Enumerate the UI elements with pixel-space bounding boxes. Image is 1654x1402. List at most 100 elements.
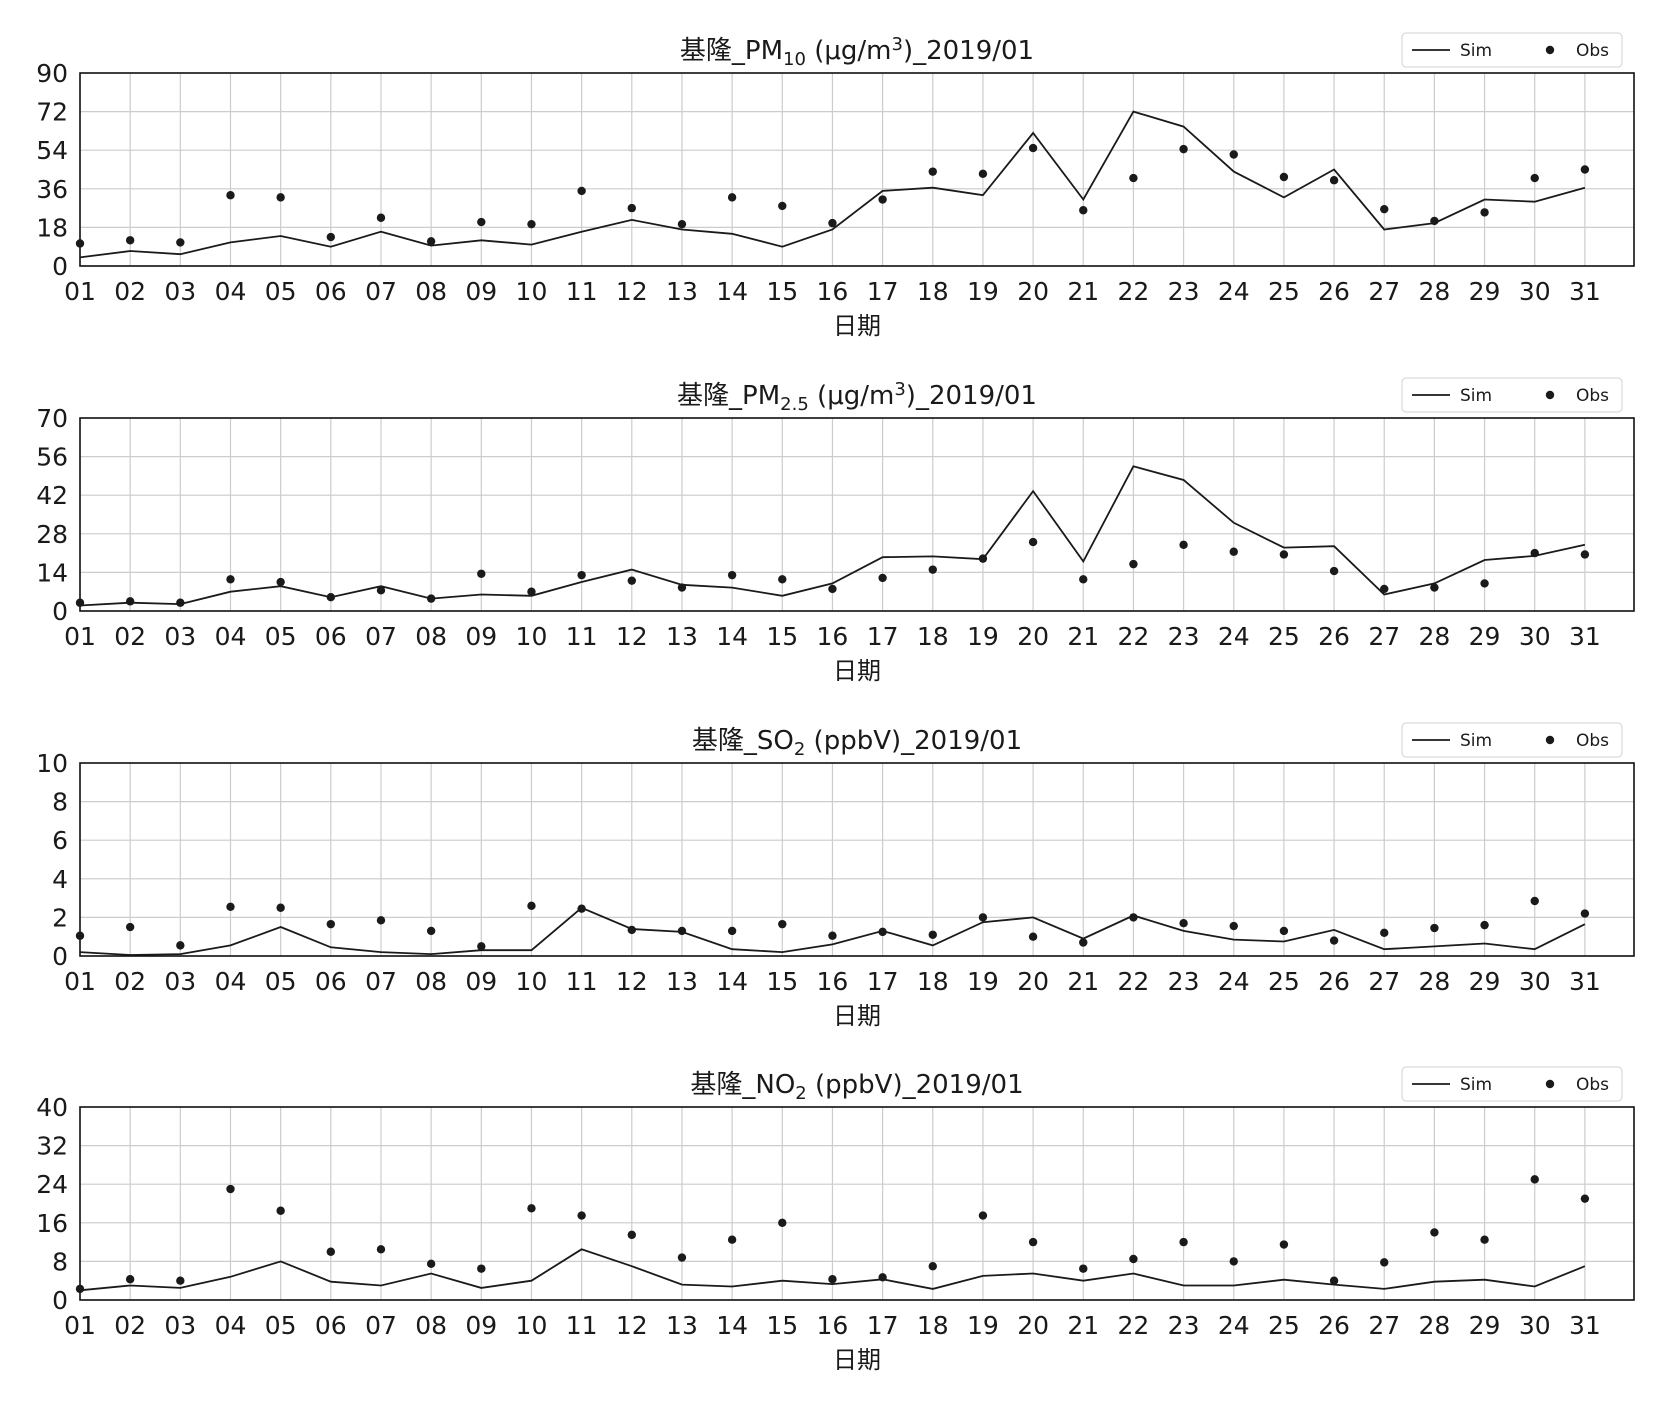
- data-point-obs: [1480, 208, 1489, 217]
- x-tick-label: 09: [465, 622, 497, 651]
- x-tick-label: 30: [1519, 622, 1551, 651]
- x-tick-label: 23: [1168, 277, 1200, 306]
- x-tick-label: 17: [867, 1311, 899, 1340]
- x-tick-label: 14: [716, 1311, 748, 1340]
- data-point-obs: [677, 926, 687, 936]
- x-tick-label: 04: [215, 622, 247, 651]
- x-tick-label: 24: [1218, 967, 1250, 996]
- y-tick-label: 2: [52, 903, 68, 932]
- data-point-obs: [276, 1206, 285, 1215]
- x-tick-label: 28: [1418, 277, 1450, 306]
- x-tick-label: 06: [315, 622, 347, 651]
- chart-title: 基隆_PM10 (μg/m3)_2019/01: [680, 34, 1034, 70]
- legend: Sim Obs: [1401, 32, 1623, 68]
- legend-box: [1401, 1066, 1623, 1102]
- x-tick-label: 30: [1519, 277, 1551, 306]
- x-tick-label: 28: [1418, 967, 1450, 996]
- data-point-obs: [527, 901, 536, 911]
- x-tick-label: 14: [716, 967, 748, 996]
- y-tick-label: 72: [36, 98, 68, 127]
- legend-box: [1401, 722, 1623, 758]
- data-point-obs: [1229, 921, 1238, 931]
- data-point-obs: [426, 594, 436, 603]
- x-tick-label: 04: [215, 277, 247, 306]
- x-tick-label: 22: [1118, 967, 1150, 996]
- data-point-obs: [1079, 938, 1088, 947]
- x-tick-label: 20: [1017, 1311, 1049, 1340]
- chart-panel-2: 基隆_PM2.5 (μg/m3)_2019/01 0 14 28 42 56 70 01 02 0…: [36, 377, 1635, 685]
- x-tick-label: 15: [766, 1311, 798, 1340]
- data-point-obs: [376, 213, 386, 222]
- data-point-obs: [1079, 1264, 1088, 1273]
- data-point-obs: [928, 167, 937, 176]
- title-superscript: 3: [894, 379, 905, 400]
- x-tick-label: 20: [1017, 622, 1049, 651]
- x-tick-label: 10: [516, 967, 548, 996]
- legend-obs-label: Obs: [1576, 1075, 1609, 1095]
- y-tick-label: 54: [36, 136, 68, 165]
- data-point-obs: [1279, 1240, 1289, 1249]
- x-tick-label: 07: [365, 622, 397, 651]
- data-point-obs: [1329, 936, 1339, 945]
- x-tick-label: 08: [415, 622, 447, 651]
- x-tick-label: 13: [666, 622, 698, 651]
- y-tick-label: 16: [36, 1209, 68, 1238]
- x-tick-label: 16: [817, 622, 849, 651]
- y-tick-label: 8: [52, 1247, 68, 1276]
- x-tick-label: 23: [1168, 967, 1200, 996]
- x-tick-label: 26: [1318, 622, 1350, 651]
- data-point-obs: [677, 1253, 687, 1262]
- x-tick-label: 07: [365, 967, 397, 996]
- legend: Sim Obs: [1401, 722, 1623, 758]
- x-tick-label: 31: [1569, 277, 1601, 306]
- title-part: )_2019/01: [903, 36, 1034, 66]
- data-point-obs: [1580, 909, 1590, 918]
- data-point-obs: [527, 219, 536, 229]
- data-point-obs: [1530, 548, 1539, 558]
- x-tick-label: 03: [164, 277, 196, 306]
- x-tick-label: 28: [1418, 1311, 1450, 1340]
- data-point-obs: [627, 1230, 636, 1240]
- x-tick-label: 11: [566, 1311, 598, 1340]
- data-point-obs: [326, 593, 336, 602]
- x-tick-label: 22: [1118, 1311, 1150, 1340]
- x-tick-label: 21: [1067, 277, 1099, 306]
- data-point-obs: [1580, 550, 1590, 559]
- x-tick-label: 16: [817, 277, 849, 306]
- data-point-obs: [477, 942, 486, 951]
- data-point-obs: [75, 1284, 85, 1294]
- data-point-obs: [1329, 566, 1339, 576]
- y-tick-label: 8: [52, 788, 68, 817]
- data-point-obs: [627, 203, 636, 213]
- data-point-obs: [1229, 150, 1238, 159]
- plot-frame: [79, 72, 1635, 267]
- x-tick-label: 14: [716, 277, 748, 306]
- x-tick-label: 17: [867, 622, 899, 651]
- data-point-obs: [627, 576, 636, 585]
- x-tick-label: 11: [566, 967, 598, 996]
- x-tick-label: 03: [164, 622, 196, 651]
- data-point-obs: [1279, 172, 1289, 182]
- data-point-obs: [326, 1247, 336, 1256]
- x-tick-label: 05: [265, 1311, 297, 1340]
- x-tick-label: 12: [616, 1311, 648, 1340]
- x-tick-label: 29: [1469, 277, 1501, 306]
- title-superscript: 3: [891, 34, 902, 55]
- x-tick-label: 06: [315, 967, 347, 996]
- x-tick-label: 13: [666, 1311, 698, 1340]
- title-part: 基隆_PM: [677, 381, 780, 411]
- data-point-obs: [477, 1264, 486, 1273]
- data-point-obs: [878, 573, 887, 583]
- title-part: 基隆_NO: [690, 1070, 795, 1100]
- data-point-obs: [727, 926, 737, 936]
- x-tick-label: 25: [1268, 1311, 1300, 1340]
- x-tick-label: 02: [114, 277, 146, 306]
- data-point-obs: [828, 218, 837, 228]
- x-tick-label: 02: [114, 967, 146, 996]
- data-point-obs: [1430, 216, 1439, 226]
- x-tick-label: 01: [64, 277, 96, 306]
- x-tick-label: 03: [164, 967, 196, 996]
- x-tick-label: 31: [1569, 967, 1601, 996]
- plot-frame: [79, 1106, 1635, 1301]
